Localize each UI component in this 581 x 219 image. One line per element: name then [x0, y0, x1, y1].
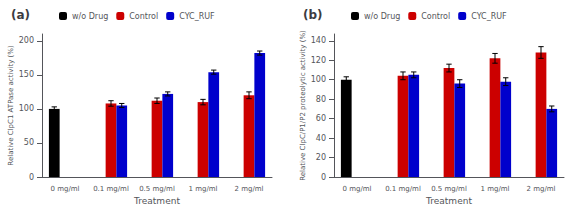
- svg-text:1 mg/ml: 1 mg/ml: [480, 185, 509, 193]
- svg-text:Control: Control: [421, 12, 450, 21]
- svg-text:Control: Control: [129, 12, 158, 21]
- svg-text:w/o Drug: w/o Drug: [72, 12, 108, 21]
- svg-text:40: 40: [316, 134, 326, 143]
- svg-text:50: 50: [24, 138, 34, 147]
- svg-text:2 mg/ml: 2 mg/ml: [234, 185, 263, 193]
- svg-text:Treatment: Treatment: [425, 196, 472, 206]
- svg-text:0: 0: [321, 173, 326, 182]
- svg-text:Relative ClpC/P1/P2 proteolyti: Relative ClpC/P1/P2 proteolytic activity…: [299, 30, 307, 181]
- svg-text:0: 0: [29, 173, 34, 182]
- svg-text:0 mg/ml: 0 mg/ml: [342, 185, 371, 193]
- svg-text:0.1 mg/ml: 0.1 mg/ml: [385, 185, 421, 193]
- svg-text:150: 150: [19, 70, 34, 79]
- svg-text:CYC_RUF: CYC_RUF: [179, 12, 215, 21]
- svg-text:CYC_RUF: CYC_RUF: [471, 12, 507, 21]
- svg-text:w/o Drug: w/o Drug: [364, 12, 400, 21]
- svg-text:(a): (a): [11, 8, 30, 22]
- svg-text:1 mg/ml: 1 mg/ml: [188, 185, 217, 193]
- svg-text:Treatment: Treatment: [133, 196, 180, 206]
- svg-text:0.5 mg/ml: 0.5 mg/ml: [431, 185, 467, 193]
- svg-text:Relative ClpC1 ATPase activity: Relative ClpC1 ATPase activity (%): [7, 45, 15, 166]
- svg-text:80: 80: [316, 95, 326, 104]
- svg-text:120: 120: [311, 56, 326, 65]
- svg-text:2 mg/ml: 2 mg/ml: [526, 185, 555, 193]
- svg-text:0.1 mg/ml: 0.1 mg/ml: [93, 185, 129, 193]
- svg-text:100: 100: [311, 75, 326, 84]
- svg-text:100: 100: [19, 104, 34, 113]
- svg-text:60: 60: [316, 114, 326, 123]
- svg-text:(b): (b): [303, 8, 323, 22]
- svg-text:140: 140: [311, 36, 326, 45]
- svg-text:0.5 mg/ml: 0.5 mg/ml: [139, 185, 175, 193]
- svg-text:0 mg/ml: 0 mg/ml: [50, 185, 79, 193]
- svg-text:20: 20: [316, 153, 326, 162]
- svg-text:200: 200: [19, 36, 34, 45]
